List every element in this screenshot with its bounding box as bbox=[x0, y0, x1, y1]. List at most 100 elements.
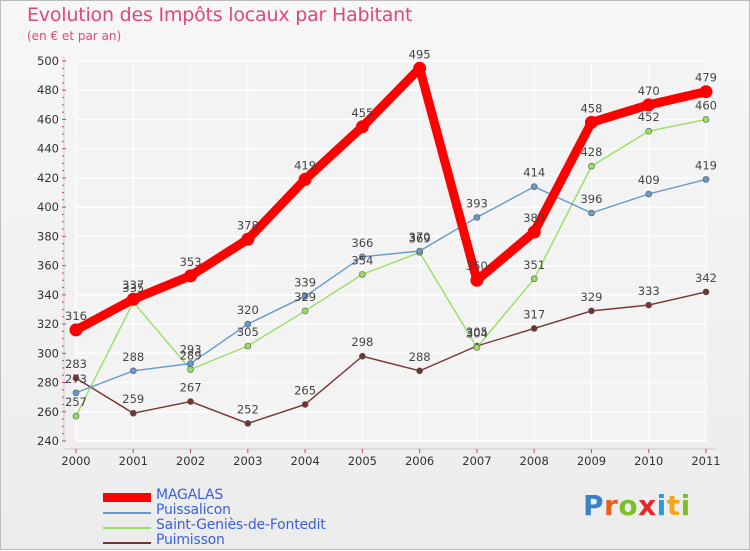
x-tick-label: 2010 bbox=[634, 454, 663, 468]
data-label: 479 bbox=[695, 71, 717, 85]
data-label: 283 bbox=[65, 357, 87, 371]
data-point bbox=[301, 401, 309, 408]
data-point bbox=[699, 85, 713, 99]
data-label: 329 bbox=[580, 290, 602, 304]
data-label: 335 bbox=[122, 281, 144, 295]
data-label: 452 bbox=[638, 110, 660, 124]
data-point bbox=[530, 275, 538, 283]
x-tick-label: 2011 bbox=[691, 454, 720, 468]
data-label: 460 bbox=[695, 98, 717, 112]
data-point bbox=[645, 301, 653, 309]
data-point bbox=[72, 389, 80, 397]
series-line-puissalicon bbox=[75, 178, 707, 394]
data-labels: 3163373533784194554953503834584704792732… bbox=[65, 47, 717, 416]
y-tick-label: 380 bbox=[37, 229, 59, 243]
data-label: 428 bbox=[580, 145, 602, 159]
data-point bbox=[355, 120, 369, 134]
legend-label: Puimisson bbox=[156, 532, 225, 548]
data-label: 317 bbox=[523, 307, 545, 321]
data-point bbox=[702, 288, 710, 296]
data-label: 265 bbox=[294, 383, 316, 397]
legend-swatch bbox=[103, 512, 151, 514]
x-tick-label: 2006 bbox=[405, 454, 434, 468]
data-point bbox=[359, 352, 366, 360]
legend-label: Saint-Geniès-de-Fontedit bbox=[156, 517, 326, 533]
data-label: 419 bbox=[695, 158, 717, 172]
data-point bbox=[184, 269, 198, 283]
y-tick-label: 280 bbox=[37, 376, 59, 390]
x-tick-label: 2004 bbox=[290, 454, 319, 468]
y-tick-label: 460 bbox=[37, 112, 59, 126]
data-point bbox=[473, 214, 481, 221]
y-tick-label: 480 bbox=[37, 83, 59, 97]
data-label: 329 bbox=[294, 290, 316, 304]
legend-swatch bbox=[103, 527, 151, 529]
data-point bbox=[645, 190, 653, 198]
plot-area bbox=[76, 61, 706, 441]
x-tick-label: 2000 bbox=[61, 454, 90, 468]
data-point bbox=[702, 176, 710, 183]
logo-letter: i bbox=[680, 489, 691, 522]
series-line-puimisson bbox=[75, 291, 707, 425]
data-point bbox=[416, 247, 423, 255]
axes: 240 260 280 300 320 340 360 380 400 420 440 460 480 5… bbox=[37, 54, 721, 468]
data-label: 409 bbox=[638, 173, 660, 187]
data-point bbox=[244, 420, 252, 427]
data-point bbox=[584, 115, 598, 129]
data-label: 350 bbox=[466, 259, 488, 273]
data-label: 458 bbox=[580, 101, 602, 115]
data-label: 289 bbox=[180, 348, 202, 362]
data-label: 273 bbox=[65, 372, 87, 386]
data-point bbox=[645, 127, 653, 135]
data-point bbox=[126, 292, 140, 306]
legend-label: Puissalicon bbox=[156, 502, 231, 518]
data-label: 455 bbox=[351, 106, 373, 120]
data-point bbox=[187, 398, 194, 405]
data-label: 383 bbox=[523, 211, 545, 225]
logo-letter: x bbox=[638, 489, 657, 522]
data-label: 419 bbox=[294, 158, 316, 172]
x-tick-label: 2002 bbox=[176, 454, 205, 468]
data-label: 366 bbox=[351, 236, 373, 250]
data-label: 259 bbox=[122, 392, 144, 406]
x-tick-label: 2008 bbox=[520, 454, 549, 468]
data-point bbox=[187, 366, 194, 373]
x-tick-label: 2003 bbox=[233, 454, 262, 468]
data-label: 252 bbox=[237, 402, 259, 416]
y-tick-label: 300 bbox=[37, 346, 59, 360]
x-tick-label: 2005 bbox=[348, 454, 377, 468]
data-point bbox=[588, 209, 595, 217]
x-tick-label: 2009 bbox=[577, 454, 606, 468]
data-point bbox=[470, 273, 484, 287]
data-point bbox=[129, 367, 137, 375]
data-point bbox=[588, 307, 595, 315]
y-tick-label: 500 bbox=[37, 54, 59, 68]
data-label: 393 bbox=[466, 196, 488, 210]
x-tick-label: 2001 bbox=[119, 454, 148, 468]
y-tick-label: 260 bbox=[37, 405, 59, 419]
data-label: 298 bbox=[351, 335, 373, 349]
logo-letter: P bbox=[583, 489, 605, 522]
data-label: 353 bbox=[180, 255, 202, 269]
series-line-magalas bbox=[71, 63, 711, 335]
data-label: 351 bbox=[523, 258, 545, 272]
grid bbox=[75, 60, 707, 442]
data-label: 470 bbox=[638, 84, 660, 98]
series-line-saint-geni-s-de-fontedit bbox=[75, 118, 707, 417]
data-label: 305 bbox=[237, 325, 259, 339]
y-tick-label: 240 bbox=[37, 434, 59, 448]
data-point bbox=[244, 342, 252, 350]
data-point bbox=[359, 253, 366, 261]
series-lines bbox=[69, 61, 713, 427]
legend-swatch bbox=[103, 542, 151, 544]
data-point bbox=[530, 325, 538, 332]
chart-subtitle: (en € et par an) bbox=[27, 29, 122, 43]
data-point bbox=[301, 307, 309, 315]
data-point bbox=[413, 61, 427, 75]
y-tick-label: 360 bbox=[37, 259, 59, 273]
data-label: 304 bbox=[466, 326, 488, 340]
data-label: 288 bbox=[122, 350, 144, 364]
logo-letter: i bbox=[656, 489, 667, 522]
